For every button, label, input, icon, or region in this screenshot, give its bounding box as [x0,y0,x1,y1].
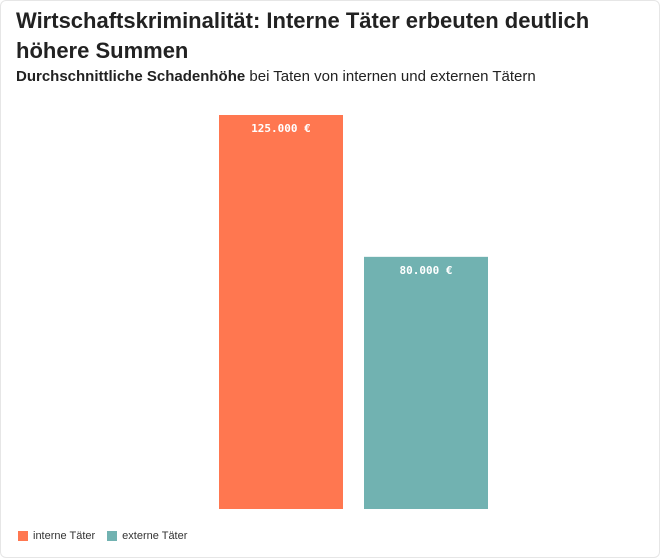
legend-label-externe-taeter: externe Täter [122,530,188,542]
legend-item-interne-taeter: interne Täter [18,530,95,542]
legend: interne Täter externe Täter [18,530,199,542]
legend-label-interne-taeter: interne Täter [33,530,96,542]
legend-item-externe-taeter: externe Täter [107,530,187,542]
chart-subtitle: Durchschnittliche Schadenhöhe bei Taten … [16,68,646,86]
bar-value-label-externe-taeter: 80.000 € [400,264,453,277]
subtitle-text: bei Taten von internen und externen Täte… [245,68,536,85]
subtitle-emphasis: Durchschnittliche Schadenhöhe [16,68,246,85]
bar-chart: 125.000 € 80.000 € [219,115,488,509]
chart-title: Wirtschaftskriminalität: Interne Täter e… [16,8,590,63]
legend-swatch-interne-taeter [18,531,28,541]
bar-interne-taeter [219,115,343,509]
bar-value-label-interne-taeter: 125.000 € [251,122,311,135]
bar-externe-taeter [364,256,488,509]
legend-swatch-externe-taeter [107,531,118,541]
